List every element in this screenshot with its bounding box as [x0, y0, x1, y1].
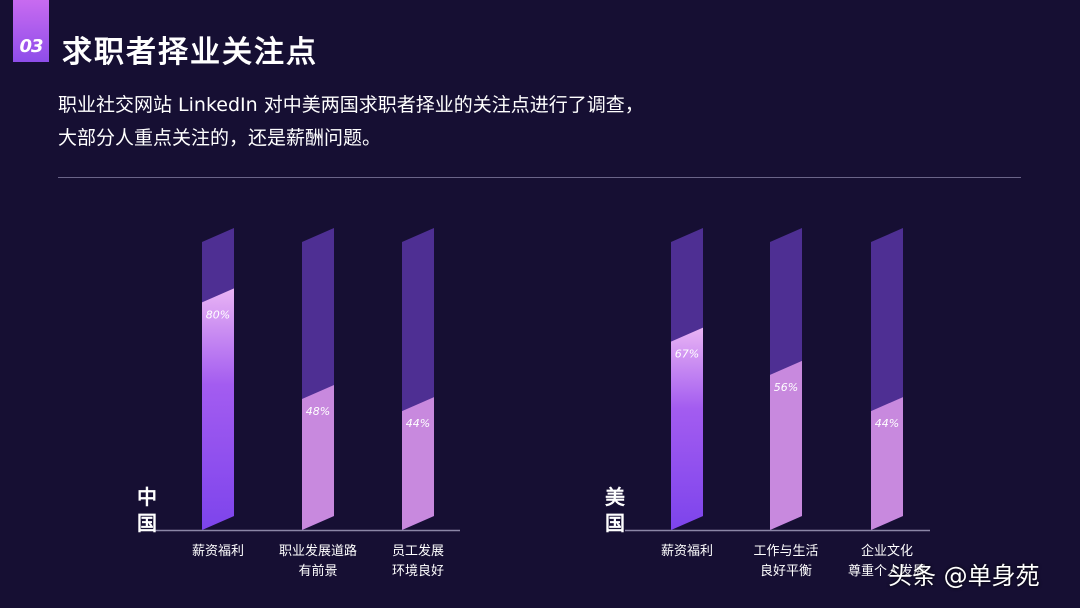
china-category-label-3: 员工发展环境良好 [392, 543, 444, 579]
usa-group-label: 美国 [605, 485, 626, 535]
china-group-label: 中国 [137, 485, 157, 535]
china-value-label-1: 80% [206, 308, 230, 321]
page-title: 求职者择业关注点 [62, 35, 318, 70]
description-line-1: 职业社交网站 LinkedIn 对中美两国求职者择业的关注点进行了调查， [58, 94, 644, 116]
china-chart: 中国 80% 薪资福利 48% 职业发展道路有前景 44% 员工发展环境良好 [137, 228, 460, 579]
china-category-label-2: 职业发展道路有前景 [279, 543, 357, 579]
china-value-label-3: 44% [406, 417, 430, 430]
usa-bar-2 [770, 360, 802, 530]
usa-value-label-1: 67% [675, 348, 699, 361]
usa-category-label-3: 企业文化尊重个人发展 [848, 543, 926, 579]
section-accent-bar [13, 0, 49, 62]
usa-category-label-1: 薪资福利 [661, 544, 713, 559]
china-bar-2 [302, 385, 334, 530]
china-bar-1 [202, 288, 234, 530]
usa-bar-1 [671, 327, 703, 530]
china-value-label-2: 48% [306, 405, 330, 418]
watermark: 头条 @单身苑 [888, 562, 1040, 590]
china-category-label-1: 薪资福利 [192, 544, 244, 559]
header-divider [58, 177, 1021, 178]
china-bar-3 [402, 397, 434, 530]
usa-chart: 美国 67% 薪资福利 56% 工作与生活良好平衡 44% 企业文化尊重个人发展 [605, 228, 930, 579]
description-line-2: 大部分人重点关注的，还是薪酬问题。 [58, 127, 382, 149]
section-number: 03 [19, 35, 43, 57]
usa-value-label-3: 44% [875, 417, 899, 430]
usa-bar-3 [871, 397, 903, 530]
usa-category-label-2: 工作与生活良好平衡 [753, 544, 818, 579]
usa-value-label-2: 56% [774, 381, 798, 394]
